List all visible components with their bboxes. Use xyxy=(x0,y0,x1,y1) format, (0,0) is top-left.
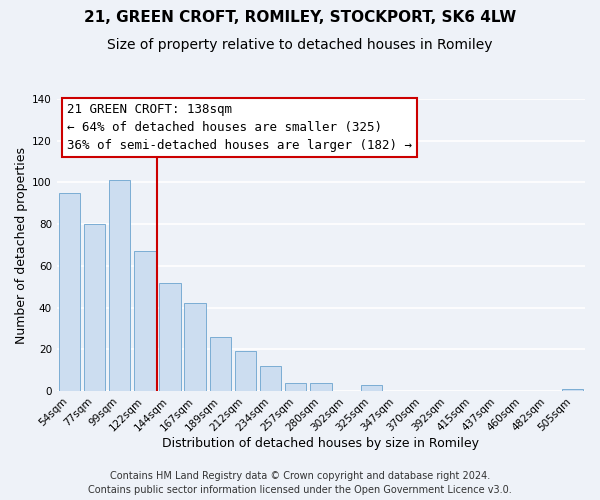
Text: 21 GREEN CROFT: 138sqm
← 64% of detached houses are smaller (325)
36% of semi-de: 21 GREEN CROFT: 138sqm ← 64% of detached… xyxy=(67,104,412,152)
Bar xyxy=(235,352,256,391)
Bar xyxy=(562,389,583,391)
Bar xyxy=(134,252,155,391)
Bar xyxy=(84,224,105,391)
Bar xyxy=(109,180,130,391)
Bar xyxy=(184,304,206,391)
Text: Size of property relative to detached houses in Romiley: Size of property relative to detached ho… xyxy=(107,38,493,52)
X-axis label: Distribution of detached houses by size in Romiley: Distribution of detached houses by size … xyxy=(163,437,479,450)
Bar xyxy=(361,385,382,391)
Bar xyxy=(260,366,281,391)
Bar xyxy=(59,193,80,391)
Text: 21, GREEN CROFT, ROMILEY, STOCKPORT, SK6 4LW: 21, GREEN CROFT, ROMILEY, STOCKPORT, SK6… xyxy=(84,10,516,25)
Bar xyxy=(310,383,332,391)
Bar xyxy=(285,383,307,391)
Text: Contains HM Land Registry data © Crown copyright and database right 2024.
Contai: Contains HM Land Registry data © Crown c… xyxy=(88,471,512,495)
Y-axis label: Number of detached properties: Number of detached properties xyxy=(15,146,28,344)
Bar xyxy=(159,282,181,391)
Bar xyxy=(209,337,231,391)
